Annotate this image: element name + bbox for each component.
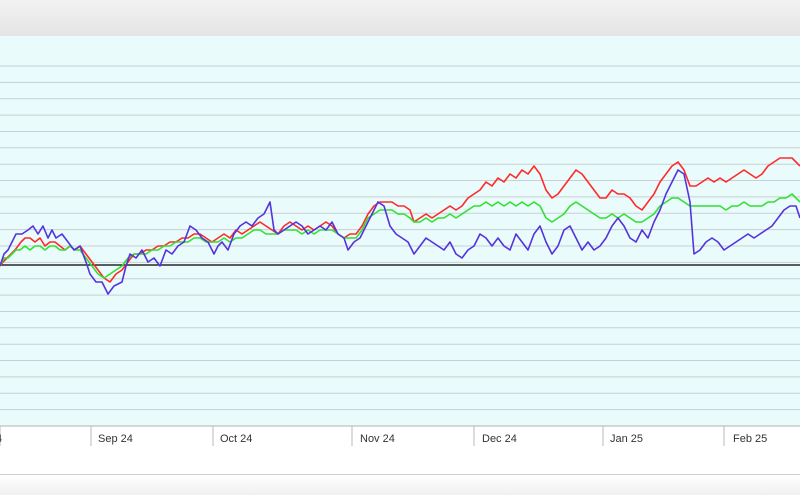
gridlines: [0, 65, 800, 411]
x-tick-label: Sep 24: [98, 433, 133, 445]
series-layer: [0, 157, 800, 295]
line-chart: 4 Sep 24 Oct 24 Nov 24 Dec 24 Jan 25 Feb 25: [0, 36, 800, 446]
chart-bottom-bar: [0, 474, 800, 495]
x-tick-label: Nov 24: [360, 433, 395, 445]
x-tick-label: Dec 24: [482, 433, 517, 445]
x-axis-ticks: 4 Sep 24 Oct 24 Nov 24 Dec 24 Jan 25 Feb 25: [0, 426, 767, 446]
x-tick-label: 4: [0, 433, 2, 445]
x-tick-label: Jan 25: [610, 433, 643, 445]
x-tick-label: Feb 25: [733, 433, 767, 445]
chart-plot-area: 4 Sep 24 Oct 24 Nov 24 Dec 24 Jan 25 Feb 25: [0, 36, 800, 474]
x-tick-label: Oct 24: [220, 433, 252, 445]
chart-top-bar: [0, 0, 800, 37]
plot-background: [0, 36, 800, 426]
series-line-3: [0, 169, 800, 295]
series-line-1: [0, 157, 800, 283]
